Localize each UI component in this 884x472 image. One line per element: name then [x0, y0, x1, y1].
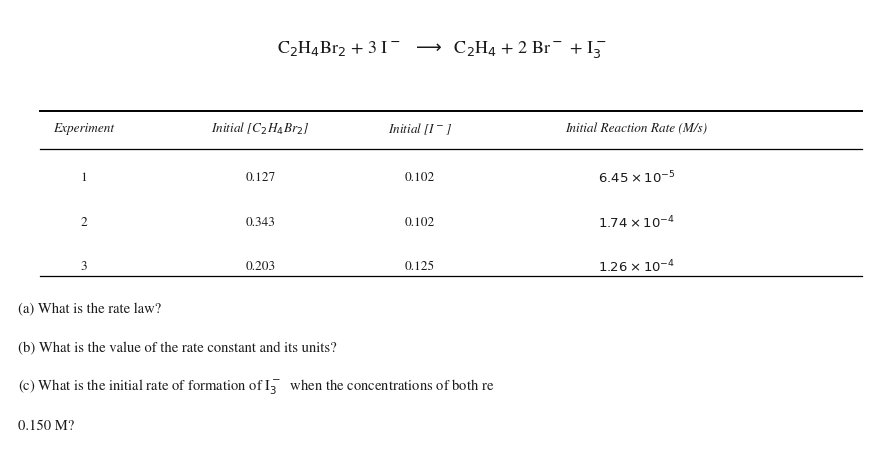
Text: 0.102: 0.102	[405, 218, 435, 229]
Text: (a) What is the rate law?: (a) What is the rate law?	[18, 303, 161, 316]
Text: $6.45 \times 10^{-5}$: $6.45 \times 10^{-5}$	[598, 170, 675, 187]
Text: 3: 3	[80, 261, 88, 272]
Text: Experiment: Experiment	[53, 123, 115, 135]
Text: Initial [C$_2$H$_4$Br$_2$]: Initial [C$_2$H$_4$Br$_2$]	[211, 121, 310, 137]
Text: 0.125: 0.125	[405, 261, 435, 272]
Text: 2: 2	[80, 218, 88, 229]
Text: (c) What is the initial rate of formation of I$^-_3$  when the concentrations of: (c) What is the initial rate of formatio…	[18, 378, 494, 397]
Text: $1.26 \times 10^{-4}$: $1.26 \times 10^{-4}$	[598, 258, 675, 275]
Text: 0.127: 0.127	[246, 173, 276, 184]
Text: 0.102: 0.102	[405, 173, 435, 184]
Text: 0.150 M?: 0.150 M?	[18, 420, 74, 433]
Text: C$_2$H$_4$Br$_2$ + 3 I$^-$  $\longrightarrow$  C$_2$H$_4$ + 2 Br$^-$ + I$_3^-$: C$_2$H$_4$Br$_2$ + 3 I$^-$ $\longrightar…	[278, 39, 606, 60]
Text: Initial Reaction Rate (M/s): Initial Reaction Rate (M/s)	[566, 123, 707, 135]
Text: 1: 1	[80, 173, 88, 184]
Text: (b) What is the value of the rate constant and its units?: (b) What is the value of the rate consta…	[18, 342, 336, 355]
Text: $1.74 \times 10^{-4}$: $1.74 \times 10^{-4}$	[598, 215, 674, 232]
Text: 0.203: 0.203	[246, 261, 276, 272]
Text: Initial [I$^-$]: Initial [I$^-$]	[388, 121, 452, 136]
Text: 0.343: 0.343	[246, 218, 276, 229]
